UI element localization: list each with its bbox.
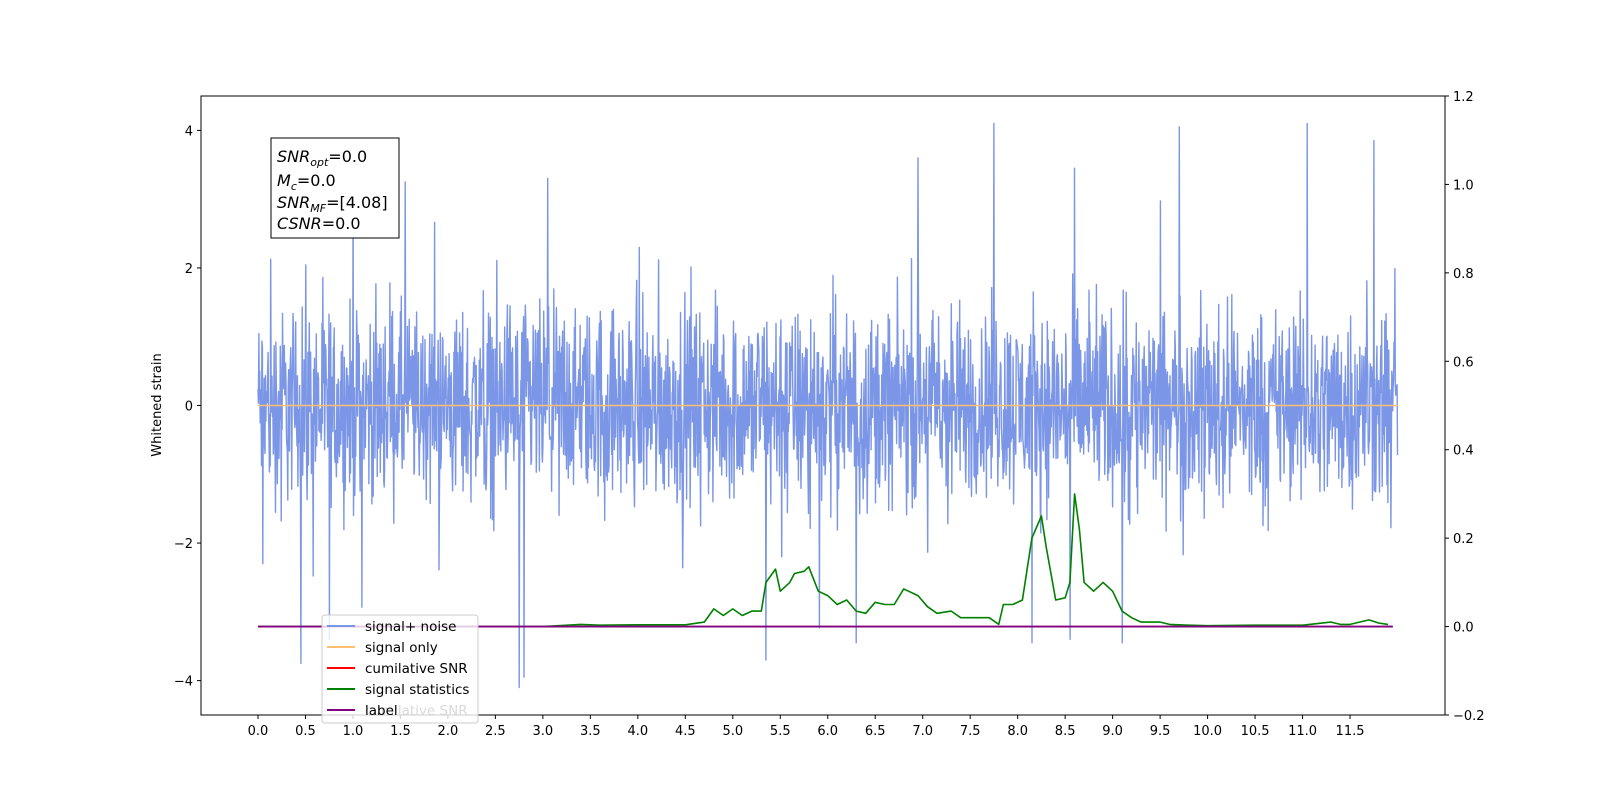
y2-tick-label: 0.2 [1453, 532, 1474, 547]
legend-label-signal-noise: signal+ noise [365, 619, 456, 635]
annotation-frame [270, 137, 400, 239]
x-tick-label: 2.0 [438, 724, 459, 739]
x-tick-label: 4.5 [675, 724, 696, 739]
annotation-snr-mf: SNRMF=[4.08] [277, 193, 388, 215]
x-tick-label: 9.5 [1150, 724, 1171, 739]
x-tick-label: 0.0 [248, 724, 269, 739]
y2-tick-label: −0.2 [1453, 709, 1485, 724]
y2-tick-label: 1.2 [1453, 90, 1474, 105]
legend-label-signal-statistics: signal statistics [365, 682, 469, 698]
annotation-mc: Mc=0.0 [277, 171, 336, 193]
x-tick-label: 6.5 [865, 724, 886, 739]
legend-overlay-label: cumilative SNR [365, 703, 468, 719]
annotation-box: SNRopt=0.0 Mc=0.0 SNRMF=[4.08] CSNR=0.0 [270, 137, 400, 239]
x-tick-label: 7.5 [960, 724, 981, 739]
x-tick-label: 0.5 [295, 724, 316, 739]
x-tick-label: 10.0 [1193, 724, 1222, 739]
x-tick-label: 5.5 [770, 724, 791, 739]
y-axis-label: Whitened strain [150, 353, 165, 456]
x-tick-label: 3.0 [533, 724, 554, 739]
x-tick-label: 9.0 [1102, 724, 1123, 739]
legend-label-cumilative-snr: cumilative SNR [365, 661, 468, 677]
legend-label-label: label [365, 703, 398, 719]
y-tick-label: 2 [185, 262, 193, 277]
legend-frame [321, 614, 479, 724]
x-tick-label: 6.0 [817, 724, 838, 739]
y-tick-label: 0 [185, 400, 193, 415]
y-tick-label: −2 [174, 537, 193, 552]
x-tick-label: 10.5 [1241, 724, 1270, 739]
legend-label-signal-only: signal only [365, 640, 438, 656]
y-tick-label: 4 [185, 124, 193, 139]
series-signal-statistics [258, 493, 1389, 628]
x-tick-label: 1.5 [390, 724, 411, 739]
y-axis-right: 1.2 1.0 0.8 0.6 0.4 0.2 0.0 −0.2 [1445, 90, 1485, 724]
x-tick-label: 11.0 [1288, 724, 1317, 739]
x-tick-label: 8.0 [1007, 724, 1028, 739]
y2-tick-label: 0.0 [1453, 621, 1474, 636]
x-tick-label: 4.0 [627, 724, 648, 739]
x-axis: 0.0 0.5 1.0 1.5 2.0 2.5 3.0 3.5 4.0 4.5 5.0 5.5 6.0 6… [248, 715, 1365, 739]
x-tick-label: 3.5 [580, 724, 601, 739]
x-tick-label: 7.0 [912, 724, 933, 739]
annotation-csnr: CSNR=0.0 [277, 214, 361, 233]
x-tick-label: 8.5 [1055, 724, 1076, 739]
y2-tick-label: 0.6 [1453, 355, 1474, 370]
x-tick-label: 11.5 [1336, 724, 1365, 739]
series-signal-noise [257, 122, 1399, 689]
x-tick-label: 2.5 [485, 724, 506, 739]
legend: signal+ noise signal only cumilative SNR… [321, 614, 479, 724]
x-tick-label: 1.0 [343, 724, 364, 739]
annotation-snr-opt: SNRopt=0.0 [277, 147, 367, 169]
y2-tick-label: 0.8 [1453, 267, 1474, 282]
y2-tick-label: 1.0 [1453, 178, 1474, 193]
y-tick-label: −4 [174, 675, 193, 690]
y2-tick-label: 0.4 [1453, 444, 1474, 459]
x-tick-label: 5.0 [722, 724, 743, 739]
y-axis-left: 4 2 0 −2 −4 [174, 124, 201, 690]
